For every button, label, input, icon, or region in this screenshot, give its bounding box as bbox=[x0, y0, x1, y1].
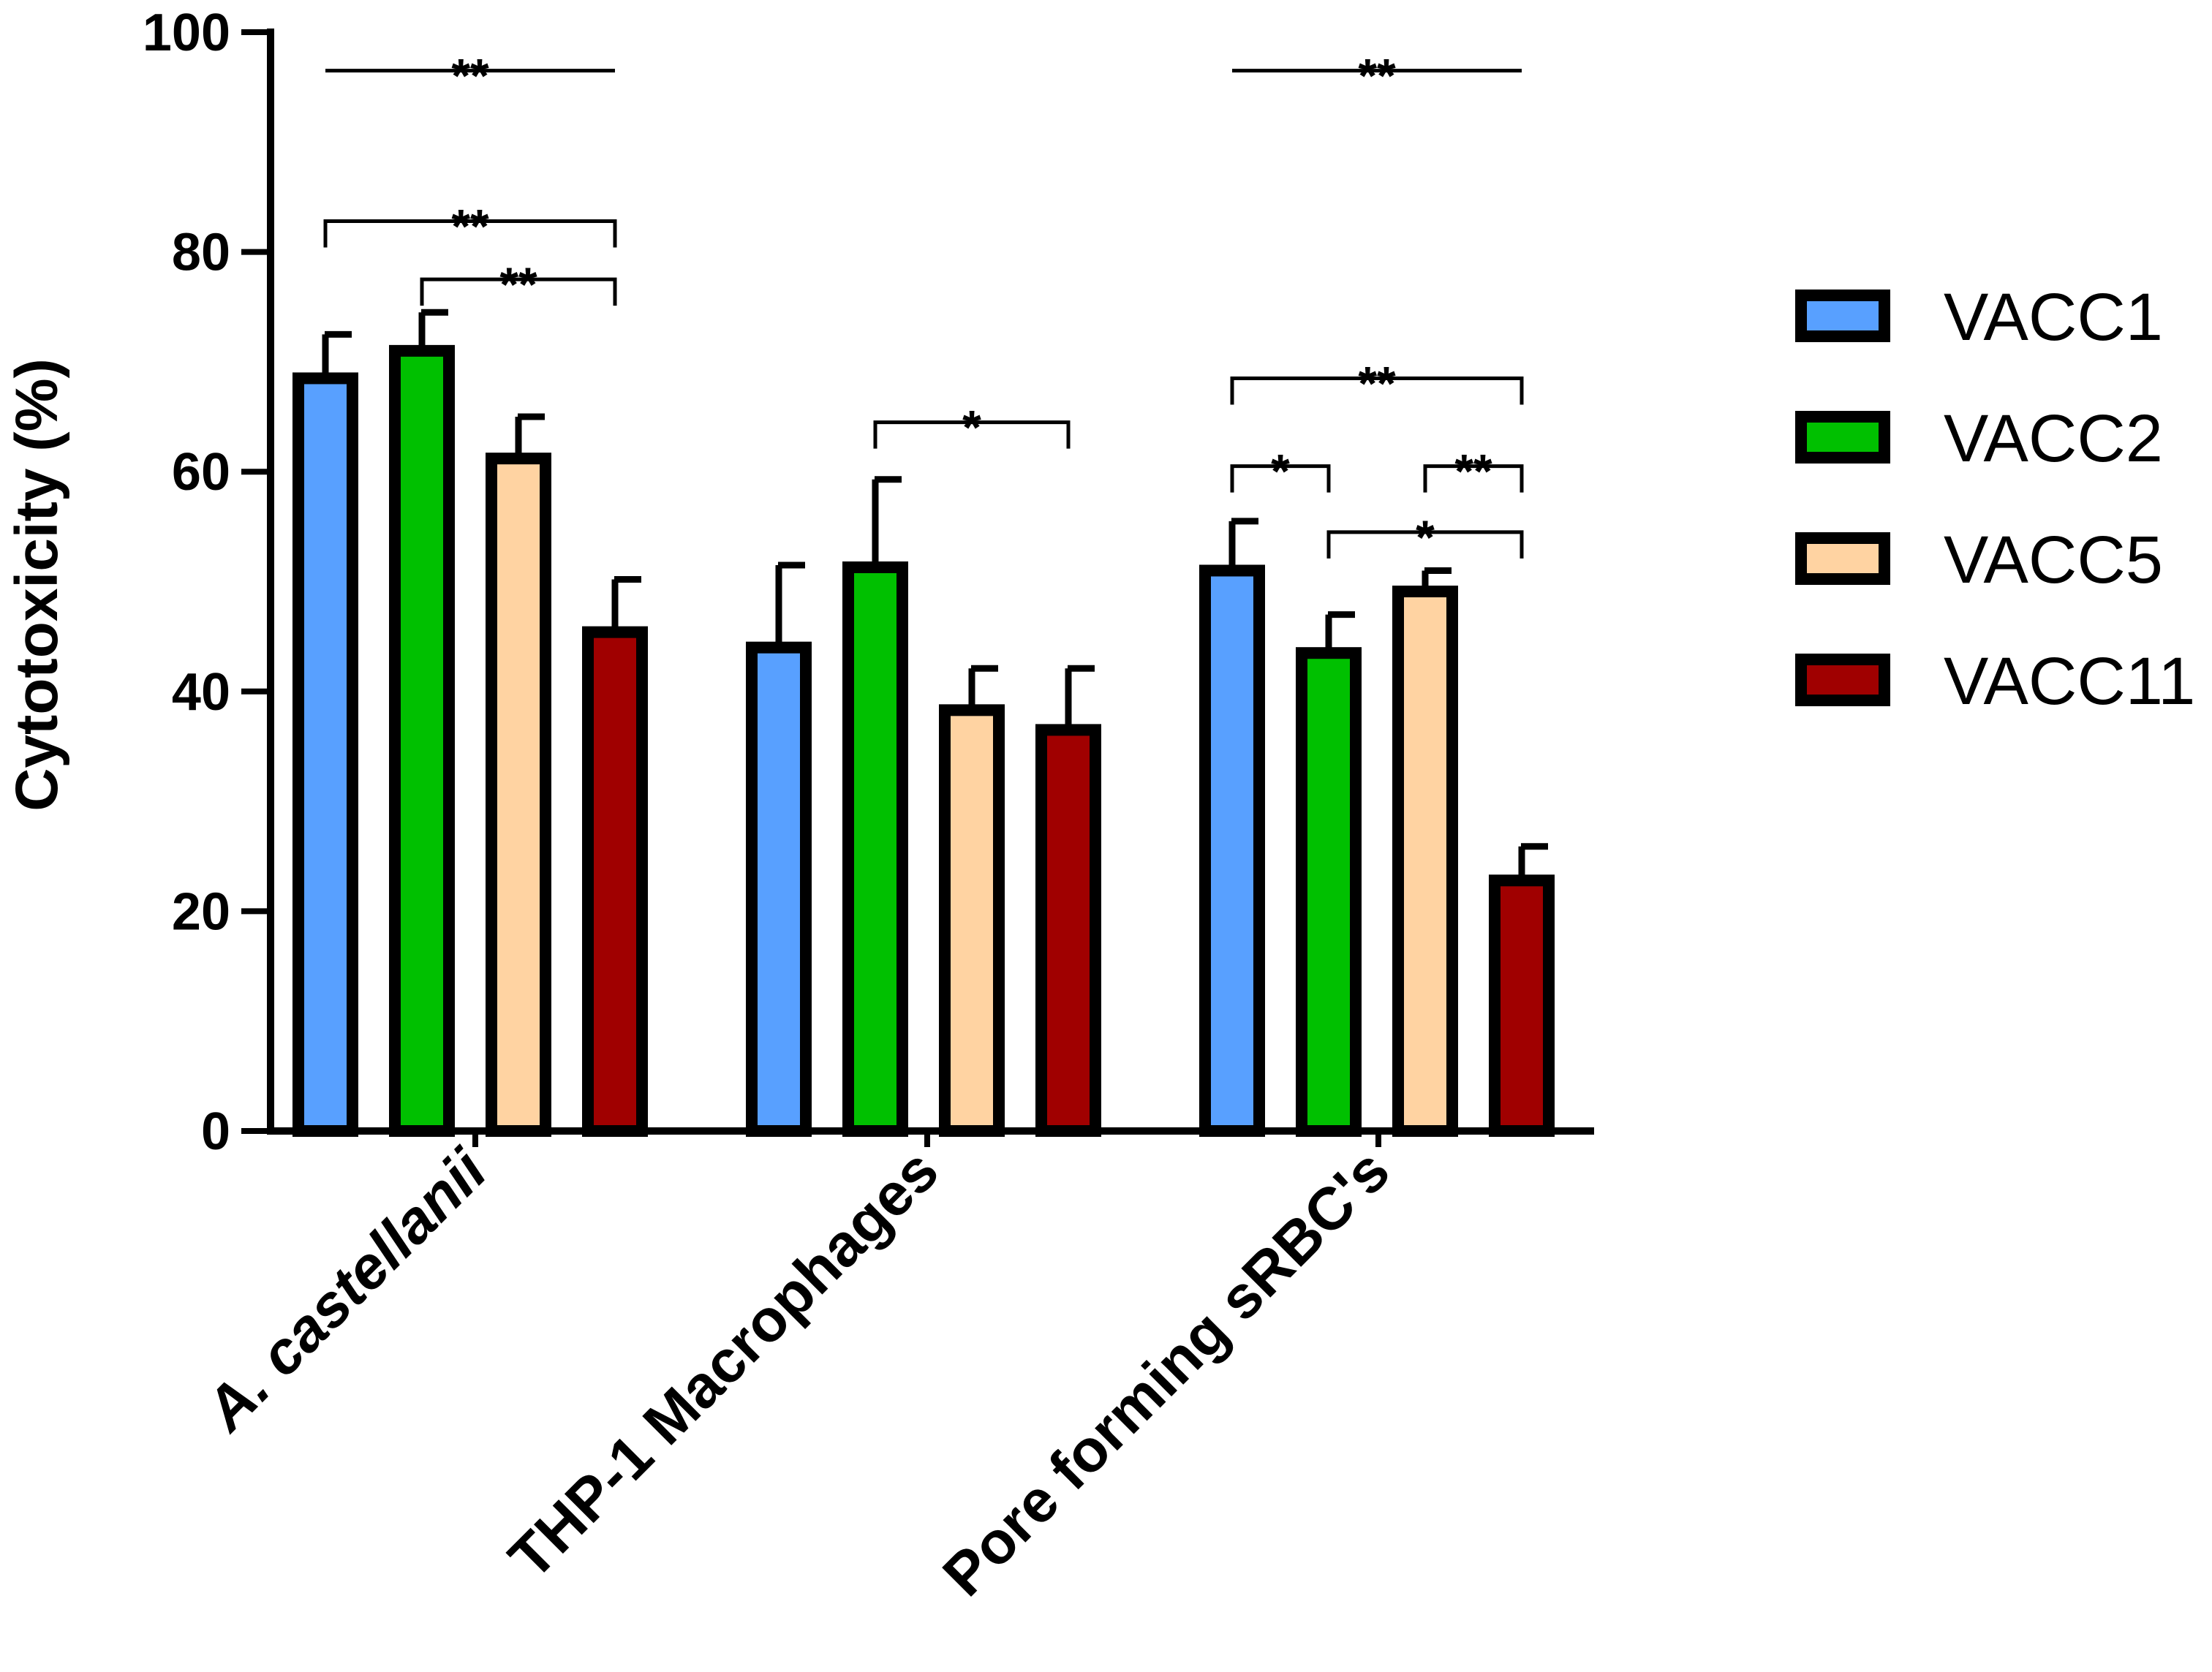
bar-vacc11-group-0 bbox=[582, 626, 648, 1137]
y-axis-ticks: 0 20 40 60 80 100 bbox=[143, 4, 271, 1161]
bar-vacc1-group-0 bbox=[292, 372, 358, 1138]
significance-stars: ** bbox=[451, 200, 489, 254]
legend-swatch-vacc11 bbox=[1795, 654, 1890, 706]
y-tick-label: 40 bbox=[172, 663, 230, 722]
significance-stars: ** bbox=[1454, 445, 1492, 499]
bar-series bbox=[292, 309, 1555, 1138]
bar-vacc1-group-1 bbox=[746, 641, 812, 1137]
significance-stars: ** bbox=[1358, 356, 1396, 410]
x-category-label: THP-1 Macrophages bbox=[497, 1137, 951, 1592]
legend-label-vacc1: VACC1 bbox=[1944, 280, 2163, 355]
significance-stars: * bbox=[962, 401, 981, 455]
y-axis-label: Cytotoxicity (%) bbox=[4, 358, 70, 812]
y-tick-label: 80 bbox=[172, 224, 230, 282]
significance-stars: ** bbox=[499, 257, 537, 311]
significance-bracket bbox=[420, 277, 617, 306]
bar-vacc2-group-1 bbox=[842, 561, 908, 1137]
significance-stars: ** bbox=[451, 49, 489, 103]
bar-vacc2-group-2 bbox=[1296, 647, 1362, 1137]
bar-vacc5-group-0 bbox=[486, 453, 551, 1137]
significance-stars: * bbox=[1416, 510, 1435, 564]
bar-vacc1-group-2 bbox=[1199, 564, 1265, 1137]
x-category-label: Pore forming sRBC's bbox=[931, 1137, 1403, 1608]
y-tick-label: 60 bbox=[172, 443, 230, 502]
significance-bracket bbox=[1423, 464, 1524, 493]
bar-vacc5-group-2 bbox=[1392, 586, 1458, 1137]
significance-bracket bbox=[1230, 464, 1331, 493]
bar-vacc5-group-1 bbox=[939, 704, 1005, 1137]
significance-bracket bbox=[323, 219, 617, 248]
legend-label-vacc5: VACC5 bbox=[1944, 523, 2163, 597]
legend-swatch-vacc1 bbox=[1795, 290, 1890, 342]
y-tick-label: 20 bbox=[172, 882, 230, 941]
legend-swatch-vacc5 bbox=[1795, 532, 1890, 585]
legend: VACC1 VACC2 VACC5 VACC11 bbox=[1795, 280, 2195, 719]
legend-swatch-vacc2 bbox=[1795, 411, 1890, 464]
significance-stars: * bbox=[1271, 445, 1290, 499]
bar-vacc11-group-2 bbox=[1489, 874, 1555, 1138]
significance-bracket bbox=[1230, 376, 1524, 405]
legend-label-vacc11: VACC11 bbox=[1944, 644, 2195, 719]
significance-bracket bbox=[873, 420, 1071, 449]
significance-stars: ** bbox=[1358, 49, 1396, 103]
significance-annotations: ************ *** bbox=[323, 49, 1524, 564]
bar-vacc2-group-0 bbox=[389, 344, 455, 1137]
y-tick-label: 100 bbox=[143, 4, 230, 62]
axes bbox=[267, 29, 1594, 1147]
y-tick-label: 0 bbox=[201, 1102, 230, 1161]
x-category-label: A. castellanii bbox=[192, 1136, 500, 1445]
legend-label-vacc2: VACC2 bbox=[1944, 401, 2163, 476]
significance-bracket bbox=[1326, 530, 1524, 559]
bar-vacc11-group-1 bbox=[1035, 724, 1101, 1137]
